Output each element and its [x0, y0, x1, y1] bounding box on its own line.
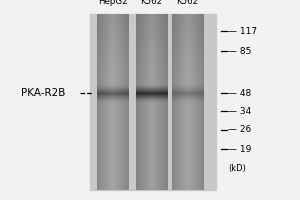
Text: (kD): (kD) [228, 164, 246, 173]
Text: — 34: — 34 [228, 107, 251, 116]
Text: — 85: — 85 [228, 46, 251, 55]
Text: — 117: — 117 [228, 26, 257, 36]
Text: — 26: — 26 [228, 126, 251, 134]
Text: K562: K562 [140, 0, 163, 6]
Text: K562: K562 [176, 0, 199, 6]
Text: HepG2: HepG2 [98, 0, 127, 6]
Text: — 48: — 48 [228, 88, 251, 98]
Text: PKA-R2B: PKA-R2B [21, 88, 66, 98]
Bar [90, 14, 216, 190]
Text: — 19: — 19 [228, 144, 251, 154]
